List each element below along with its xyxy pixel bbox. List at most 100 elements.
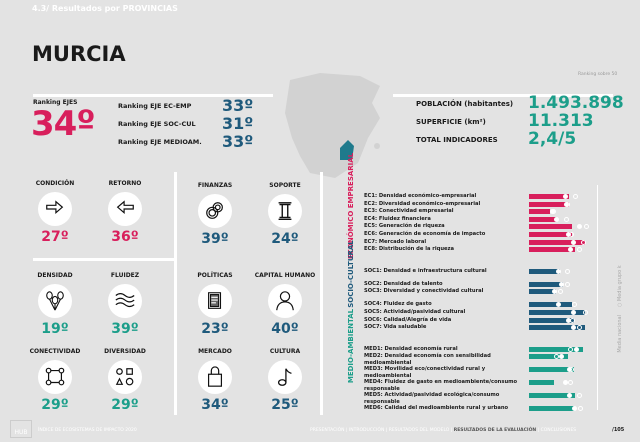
ranking-ejes-value: 34º [31, 104, 95, 144]
stat-label: POBLACIÓN (habitantes) [416, 100, 514, 108]
chart-row-label: SOC2: Densidad de talento [364, 280, 443, 287]
group-mean-marker [565, 281, 571, 287]
group-mean-marker [577, 393, 583, 399]
group-mean-marker [571, 302, 577, 308]
document-icon [198, 284, 232, 318]
indicator-políticas: POLÍTICAS 23º [197, 272, 233, 337]
chart-bar [529, 393, 576, 399]
group-mean-marker [577, 406, 583, 412]
national-mean-marker [570, 310, 576, 315]
group-mean-marker [553, 354, 559, 360]
page-title: MURCIA [32, 42, 126, 66]
music-note-icon [268, 360, 302, 394]
footer-nav-item[interactable]: RESULTADOS DEL MODELO [388, 428, 450, 433]
indicator-cultura: CULTURA 25º [268, 348, 302, 413]
chart-row-label: SOC3: Diversidad y conectividad cultural [364, 288, 484, 295]
national-mean-marker [565, 317, 571, 323]
coins-icon [198, 194, 232, 228]
national-mean-marker [565, 232, 571, 237]
chart-bar [529, 239, 586, 245]
chart-bar [529, 406, 575, 412]
divider [174, 172, 177, 415]
stat-value: 2,4/5 [528, 129, 577, 149]
chart-row-label: EC7: Mercado laboral [364, 238, 427, 245]
group-mean-marker [563, 216, 569, 222]
footer-report: ÍNDICE DE ECOSISTEMAS DE IMPACTO 2020 [38, 428, 137, 433]
network-icon [38, 360, 72, 394]
footer-nav-item[interactable]: RESULTADOS DE LA EVALUACIÓN [453, 428, 537, 433]
chart-row-label: SOC4: Fluidez de gasto [364, 301, 432, 308]
person-icon [268, 284, 302, 318]
indicator-densidad: DENSIDAD 19º [37, 272, 73, 337]
chart-row-label: MED2: Densidad economía con sensibilidad… [364, 353, 491, 366]
chart-bar [529, 194, 570, 199]
chart-row-label: EC2: Diversidad económico-empresarial [364, 200, 481, 207]
chart-row-label: MED6: Calidad del medioambiente rural y … [364, 405, 509, 412]
group-mean-marker [577, 247, 583, 253]
hub-logo: HUB [10, 420, 32, 438]
national-mean-marker [567, 247, 573, 253]
group-mean-marker [565, 268, 571, 274]
murcia-region [340, 140, 354, 160]
chart-row-label: SOC1: Densidad e infraestructura cultura… [364, 267, 487, 274]
spain-map [285, 73, 380, 178]
chart-row-label: EC4: Fluidez financiera [364, 215, 431, 222]
chart-bar [529, 346, 583, 352]
chart-row-label: MED3: Movilidad eco/conectividad rural y… [364, 366, 486, 379]
chart-bar [529, 289, 557, 295]
waves-icon [108, 284, 142, 318]
national-mean-marker [559, 281, 565, 287]
chart-bar [529, 247, 576, 253]
national-mean-marker [559, 354, 565, 360]
stat-label: TOTAL INDICADORES [416, 136, 498, 144]
divider [393, 94, 613, 97]
group-mean-marker [557, 289, 563, 295]
group-mean-marker [576, 325, 582, 331]
arrow-right-icon [38, 192, 72, 226]
national-mean-marker [552, 289, 558, 295]
indicator-fluidez: FLUIDEZ 39º [90, 272, 160, 337]
chart-row-label: EC8: Distribución de la riqueza [364, 246, 455, 253]
chart-bar [529, 224, 572, 230]
ranking-note: Ranking sobre 50 [578, 72, 618, 77]
ranking-ejes-label: Ranking EJES [33, 99, 78, 106]
group-mean-marker [551, 209, 557, 215]
section-title: 4.3/ Resultados por PROVINCIAS [32, 4, 178, 13]
indicator-capital-humano: CAPITAL HUMANO 40º [254, 272, 316, 337]
bag-icon [198, 360, 232, 394]
chart-row-label: EC5: Generación de riqueza [364, 223, 445, 230]
national-mean-marker [571, 406, 577, 412]
national-mean-marker [555, 268, 561, 274]
group-mean-marker [569, 317, 575, 323]
group-mean-marker [581, 239, 587, 245]
chart-bar [529, 380, 555, 386]
stat-value: 1.493.898 [528, 93, 624, 113]
chart-row-label: SOC6: Calidad/Alegría de vida [364, 316, 452, 323]
chart-bar [529, 209, 551, 215]
balloons-icon [38, 284, 72, 318]
footer-nav-item[interactable]: INTRODUCCIÓN [348, 428, 385, 433]
divider [320, 172, 323, 415]
indicator-retorno: RETORNO 36º [108, 180, 142, 245]
group-mean-marker [583, 224, 589, 230]
ranking-eje-value: 33º [222, 96, 254, 115]
chart-row-label: SOC5: Actividad/pasividad cultural [364, 309, 466, 315]
national-mean-marker [570, 325, 576, 331]
chart-row-label: MED5: Actividad/pasividad ecológica/cons… [364, 392, 500, 405]
indicator-conectividad: CONECTIVIDAD 29º [29, 348, 81, 413]
footer-nav-item[interactable]: PRESENTACIÓN [310, 428, 345, 433]
chart-row-label: SOC7: Vida saludable [364, 324, 427, 331]
group-mean-marker [567, 380, 573, 386]
footer-nav-item[interactable]: CONCLUSIONES [540, 428, 577, 433]
chart-bar [529, 201, 569, 207]
chart-bar [529, 367, 574, 373]
arrow-left-icon [108, 192, 142, 226]
chart-bar [529, 310, 585, 315]
chart-bar [529, 232, 572, 237]
ranking-eje-value: 31º [222, 114, 254, 133]
page-number: /105 [612, 427, 625, 433]
group-mean-marker [582, 310, 588, 315]
shapes-icon [108, 360, 142, 394]
group-label: MEDIO-AMBIENTAL [347, 308, 355, 384]
footer-nav: PRESENTACIÓN | INTRODUCCIÓN | RESULTADOS… [310, 428, 577, 433]
